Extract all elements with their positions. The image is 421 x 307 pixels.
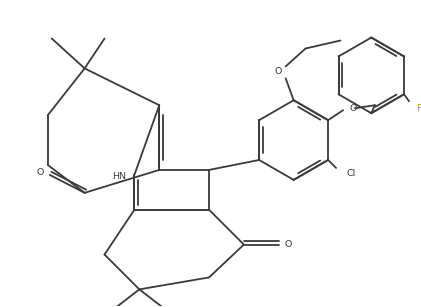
Text: O: O: [349, 104, 357, 113]
Text: O: O: [274, 67, 282, 76]
Text: HN: HN: [112, 173, 126, 181]
Text: O: O: [37, 169, 44, 177]
Text: F: F: [416, 104, 421, 113]
Text: Cl: Cl: [346, 169, 355, 178]
Text: O: O: [285, 240, 292, 249]
